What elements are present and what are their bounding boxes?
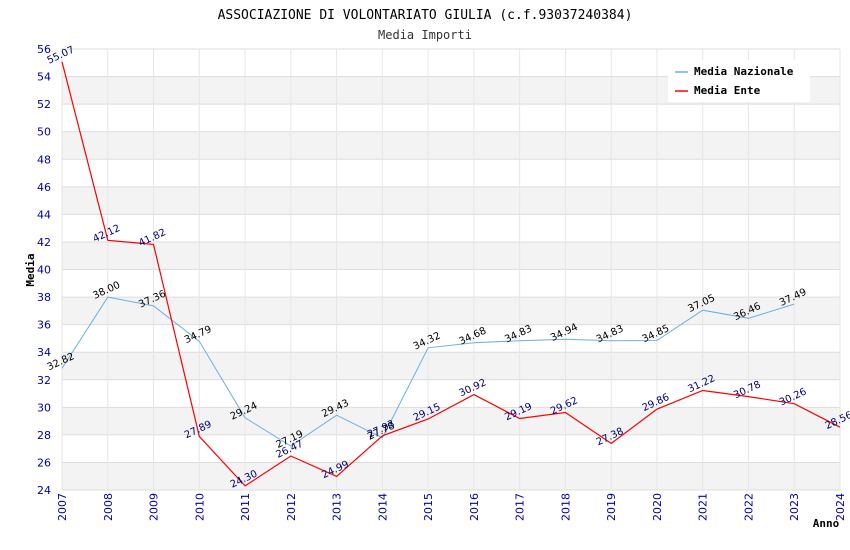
series-lines bbox=[61, 61, 841, 487]
series-line-media-ente bbox=[61, 61, 841, 487]
grid-band bbox=[62, 462, 840, 490]
chart-subtitle: Media Importi bbox=[378, 28, 472, 42]
grid-band bbox=[62, 131, 840, 160]
y-tick-label: 54 bbox=[37, 71, 51, 84]
legend-background bbox=[668, 60, 810, 102]
x-tick-label: 2012 bbox=[285, 493, 298, 521]
y-tick-label: 32 bbox=[37, 374, 51, 387]
x-tick-label: 2008 bbox=[102, 493, 115, 521]
x-axis-label: Anno bbox=[813, 517, 840, 530]
plot-background-bands bbox=[62, 49, 840, 490]
x-tick-label: 2007 bbox=[56, 493, 69, 521]
grid-band bbox=[62, 407, 840, 435]
y-tick-label: 44 bbox=[37, 208, 51, 221]
x-tick-label: 2015 bbox=[422, 493, 435, 521]
x-tick-label: 2019 bbox=[605, 493, 618, 521]
x-tick-label: 2022 bbox=[742, 493, 755, 521]
grid-lines bbox=[61, 48, 841, 491]
grid-band bbox=[62, 214, 840, 242]
y-tick-label: 24 bbox=[37, 484, 51, 497]
y-tick-label: 34 bbox=[37, 346, 51, 359]
y-tick-label: 28 bbox=[37, 429, 51, 442]
x-tick-label: 2014 bbox=[376, 493, 389, 521]
x-tick-label: 2021 bbox=[697, 493, 710, 521]
y-tick-label: 30 bbox=[37, 401, 51, 414]
series-line-media-nazionale bbox=[61, 296, 795, 447]
x-axis-ticks: 2007 2008 2009 2010 2011 2012 2013 2014 2015 2016… bbox=[56, 493, 847, 521]
x-tick-label: 2018 bbox=[559, 493, 572, 521]
y-axis-label: Media bbox=[24, 253, 37, 286]
grid-band bbox=[62, 352, 840, 380]
y-tick-label: 42 bbox=[37, 236, 51, 249]
y-tick-label: 46 bbox=[37, 181, 51, 194]
x-tick-label: 2020 bbox=[651, 493, 664, 521]
legend: Media Nazionale Media Ente bbox=[668, 60, 810, 102]
grid-band bbox=[62, 297, 840, 325]
legend-label-media-nazionale: Media Nazionale bbox=[694, 65, 794, 78]
y-tick-label: 38 bbox=[37, 291, 51, 304]
x-tick-label: 2017 bbox=[514, 493, 527, 521]
y-tick-label: 52 bbox=[37, 98, 51, 111]
y-tick-label: 36 bbox=[37, 319, 51, 332]
x-tick-label: 2016 bbox=[468, 493, 481, 521]
grid-band bbox=[62, 434, 840, 463]
y-tick-label: 48 bbox=[37, 153, 51, 166]
chart-title: ASSOCIAZIONE DI VOLONTARIATO GIULIA (c.f… bbox=[218, 8, 633, 23]
grid-band bbox=[62, 241, 840, 270]
y-tick-label: 56 bbox=[37, 43, 51, 56]
grid-band bbox=[62, 269, 840, 298]
grid-band bbox=[62, 159, 840, 187]
x-tick-label: 2024 bbox=[834, 493, 847, 521]
x-tick-label: 2023 bbox=[788, 493, 801, 521]
x-tick-label: 2010 bbox=[193, 493, 206, 521]
legend-label-media-ente: Media Ente bbox=[694, 84, 761, 97]
grid-band bbox=[62, 324, 840, 353]
x-tick-label: 2013 bbox=[331, 493, 344, 521]
x-tick-label: 2011 bbox=[239, 493, 252, 521]
grid-band bbox=[62, 104, 840, 132]
y-tick-label: 50 bbox=[37, 126, 51, 139]
y-axis-ticks: 24 26 28 30 32 34 36 38 40 42 44 46 48 50 52 54 56 bbox=[37, 43, 51, 497]
y-tick-label: 40 bbox=[37, 264, 51, 277]
grid-band bbox=[62, 186, 840, 215]
y-tick-label: 26 bbox=[37, 456, 51, 469]
x-tick-label: 2009 bbox=[148, 493, 161, 521]
